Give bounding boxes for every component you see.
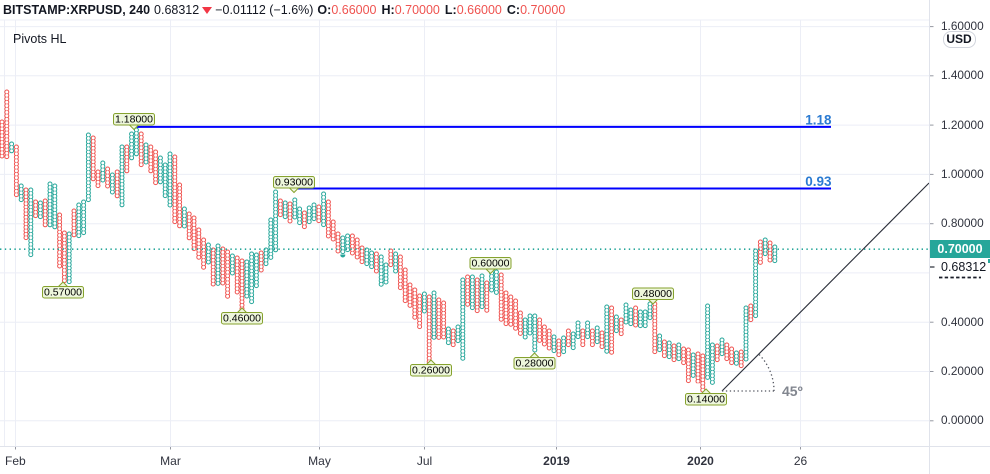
svg-text:0.14000: 0.14000	[687, 394, 725, 406]
svg-text:0.48000: 0.48000	[634, 288, 672, 300]
svg-text:0.57000: 0.57000	[44, 287, 82, 299]
svg-text:0.60000: 0.60000	[472, 258, 510, 270]
svg-text:45º: 45º	[782, 383, 803, 399]
svg-text:1.18000: 1.18000	[115, 114, 153, 126]
svg-text:0.28000: 0.28000	[516, 358, 554, 370]
svg-text:0.46000: 0.46000	[223, 313, 261, 325]
svg-text:0.93: 0.93	[805, 174, 832, 189]
svg-text:1.18: 1.18	[805, 113, 832, 128]
svg-text:0.26000: 0.26000	[412, 365, 450, 377]
svg-text:0.93000: 0.93000	[275, 177, 313, 189]
